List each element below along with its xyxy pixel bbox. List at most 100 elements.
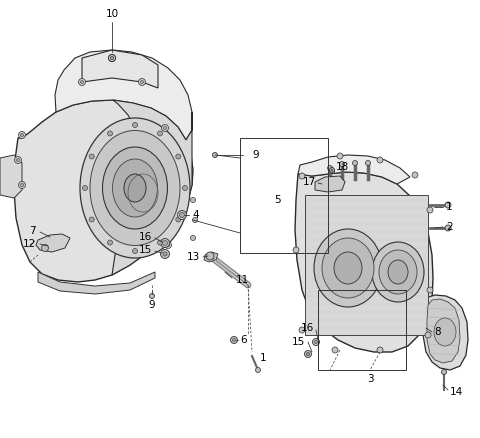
Ellipse shape: [103, 147, 168, 229]
Polygon shape: [55, 50, 192, 140]
Ellipse shape: [21, 134, 24, 137]
Ellipse shape: [19, 181, 25, 188]
Polygon shape: [305, 195, 428, 335]
Ellipse shape: [299, 327, 305, 333]
Text: 5: 5: [274, 195, 281, 205]
Ellipse shape: [412, 172, 418, 178]
Text: 3: 3: [367, 374, 373, 384]
Ellipse shape: [19, 131, 25, 138]
Text: 12: 12: [23, 239, 36, 249]
Text: 16: 16: [301, 323, 314, 333]
Text: 16: 16: [139, 232, 152, 242]
Ellipse shape: [160, 239, 169, 247]
Ellipse shape: [108, 54, 116, 61]
Ellipse shape: [314, 229, 382, 307]
Polygon shape: [38, 272, 155, 294]
Ellipse shape: [176, 217, 181, 222]
Ellipse shape: [191, 236, 195, 240]
Ellipse shape: [293, 247, 299, 253]
Ellipse shape: [89, 217, 94, 222]
Text: 7: 7: [29, 226, 36, 236]
Polygon shape: [427, 299, 460, 363]
Ellipse shape: [83, 186, 87, 191]
Ellipse shape: [445, 202, 451, 208]
Ellipse shape: [192, 218, 197, 223]
Ellipse shape: [108, 54, 116, 61]
Ellipse shape: [206, 252, 214, 260]
Ellipse shape: [377, 347, 383, 353]
Ellipse shape: [163, 252, 167, 256]
Ellipse shape: [178, 211, 187, 219]
Ellipse shape: [167, 244, 169, 247]
Ellipse shape: [191, 198, 195, 202]
Ellipse shape: [329, 167, 335, 173]
Bar: [318, 290, 406, 370]
Ellipse shape: [377, 157, 383, 163]
Ellipse shape: [388, 260, 408, 284]
Ellipse shape: [14, 156, 22, 163]
Ellipse shape: [434, 318, 456, 346]
Text: 9: 9: [252, 150, 259, 160]
Ellipse shape: [312, 339, 320, 346]
Text: 1: 1: [446, 202, 453, 212]
Polygon shape: [36, 234, 70, 252]
Ellipse shape: [334, 252, 362, 284]
Ellipse shape: [304, 350, 312, 357]
Ellipse shape: [164, 127, 167, 130]
Ellipse shape: [79, 78, 85, 85]
Ellipse shape: [149, 293, 155, 299]
Ellipse shape: [163, 240, 168, 246]
Ellipse shape: [176, 154, 181, 159]
Ellipse shape: [132, 123, 137, 127]
Ellipse shape: [327, 166, 333, 170]
Ellipse shape: [365, 160, 371, 166]
Ellipse shape: [157, 240, 163, 245]
Text: 14: 14: [450, 387, 463, 397]
Polygon shape: [298, 155, 410, 184]
Polygon shape: [295, 172, 433, 352]
Text: 1: 1: [260, 353, 266, 363]
Ellipse shape: [230, 336, 238, 343]
Ellipse shape: [21, 184, 24, 187]
Ellipse shape: [108, 131, 112, 136]
Ellipse shape: [427, 207, 433, 213]
Ellipse shape: [112, 159, 157, 217]
Ellipse shape: [124, 174, 146, 202]
Text: 9: 9: [149, 300, 156, 310]
Ellipse shape: [445, 225, 451, 231]
Ellipse shape: [339, 162, 345, 166]
Ellipse shape: [332, 347, 338, 353]
Polygon shape: [204, 252, 218, 262]
Text: 10: 10: [106, 9, 119, 19]
Ellipse shape: [379, 250, 417, 294]
Ellipse shape: [139, 78, 145, 85]
Ellipse shape: [41, 244, 48, 251]
Ellipse shape: [108, 240, 112, 245]
Ellipse shape: [425, 332, 431, 338]
Ellipse shape: [255, 367, 261, 372]
Ellipse shape: [180, 212, 184, 218]
Text: 15: 15: [292, 337, 305, 347]
Ellipse shape: [232, 339, 236, 342]
Polygon shape: [82, 50, 158, 88]
Bar: [240, 138, 328, 253]
Ellipse shape: [110, 57, 113, 60]
Ellipse shape: [213, 152, 217, 158]
Text: 4: 4: [192, 210, 199, 220]
Ellipse shape: [427, 287, 433, 293]
Ellipse shape: [337, 153, 343, 159]
Ellipse shape: [442, 370, 446, 374]
Ellipse shape: [160, 250, 169, 258]
Ellipse shape: [352, 160, 358, 166]
Ellipse shape: [307, 353, 310, 356]
Ellipse shape: [161, 124, 168, 131]
Ellipse shape: [81, 81, 84, 84]
Ellipse shape: [322, 238, 374, 298]
Ellipse shape: [90, 131, 180, 246]
Ellipse shape: [110, 57, 113, 60]
Polygon shape: [423, 295, 468, 370]
Ellipse shape: [372, 242, 424, 302]
Text: 13: 13: [187, 252, 200, 262]
Ellipse shape: [80, 118, 190, 258]
Ellipse shape: [16, 159, 20, 162]
